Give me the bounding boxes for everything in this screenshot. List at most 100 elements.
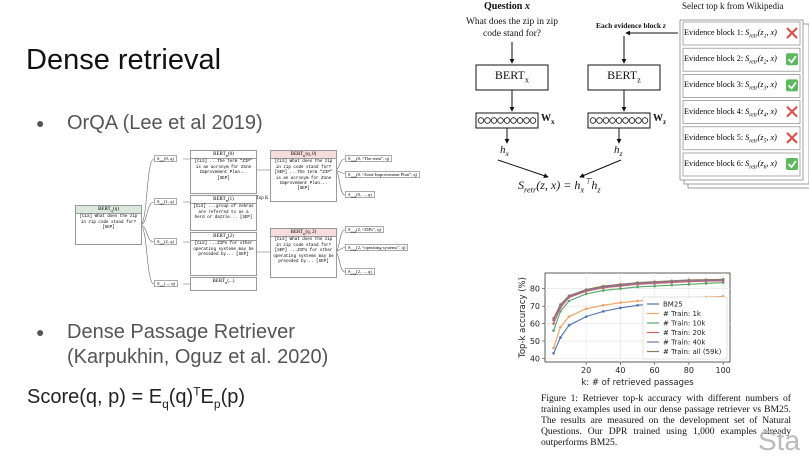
text-run: read <box>350 174 357 179</box>
series-marker <box>670 279 674 283</box>
question-label: Question x <box>484 1 530 12</box>
text-run: 5 <box>763 138 767 145</box>
text-run: (p) <box>220 386 246 408</box>
bullet-dot: ● <box>36 115 45 131</box>
text-run: retr <box>749 164 758 171</box>
text-run: (0) <box>227 152 234 157</box>
check-mark <box>787 55 797 64</box>
text-run: Question <box>484 1 525 12</box>
text-run: S <box>745 106 750 116</box>
series-marker <box>559 303 562 306</box>
select-label: Select top k from Wikipedia <box>682 1 784 11</box>
series-line <box>553 280 724 324</box>
weight-label: Wz <box>653 113 666 126</box>
block-encoder: BERTB(1) [CLS] ...group of zebras are re… <box>190 195 257 231</box>
series-marker <box>567 294 571 297</box>
text-run: (1) <box>227 197 234 202</box>
retrieval-score: Sretr(..., q) <box>154 280 179 288</box>
check-icon <box>786 79 798 92</box>
text-run: BERT <box>607 68 638 82</box>
text-run: BERT <box>212 279 226 284</box>
text-run: h <box>500 144 506 156</box>
evidence-label: Evidence block 2: <box>684 54 746 64</box>
text-run: S <box>157 239 160 244</box>
evidence-label: Evidence block 4: <box>684 106 746 116</box>
y-tick-label: 70 <box>530 302 540 311</box>
text-run: S <box>745 54 750 64</box>
text-run: S <box>348 245 351 250</box>
y-tick-label: 60 <box>530 320 540 329</box>
text-run: z <box>619 149 623 159</box>
text-run: S <box>348 269 351 274</box>
legend-label: # Train: 10k <box>663 320 706 328</box>
series-marker <box>552 317 555 320</box>
watermark: Sta <box>758 425 801 456</box>
text-run: retr <box>159 283 165 288</box>
x-tick-label: 60 <box>650 366 660 375</box>
text-run: (2, “ZIPs”, q) <box>356 227 382 232</box>
text-run: , x) <box>766 80 777 90</box>
text-run: read <box>350 229 357 234</box>
text-run: read <box>350 271 357 276</box>
text-run: q <box>162 397 169 411</box>
formula: Score(q, p) = Eq(q)TEp(p) <box>27 385 246 411</box>
text-run: (z <box>757 54 764 64</box>
text-run: Each evidence block <box>596 21 663 30</box>
evidence-label: Evidence block 5: <box>684 132 746 142</box>
legend-label: # Train: all (59k) <box>663 348 722 356</box>
evidence-label: Evidence block 3: <box>684 80 746 90</box>
span-score: Sread(0, ..., q) <box>345 191 375 199</box>
series-marker <box>704 282 708 285</box>
text-run: 2 <box>763 59 767 66</box>
text-run: retr <box>159 158 165 163</box>
text-run: W <box>653 113 663 124</box>
check-mark <box>787 81 797 90</box>
box-text: [CLS] ...group of zebras are referred to… <box>193 205 254 221</box>
evidence-label: Evidence block 1: <box>684 28 746 37</box>
vector-label: hx <box>500 144 509 158</box>
text-run: , x) <box>766 54 777 64</box>
text-run: S <box>348 156 351 161</box>
text-run: p <box>213 397 221 411</box>
query-encoder: BERTQ(q) [CLS] What does the zip in zip … <box>75 205 142 245</box>
span-score: Sread(0, “The term”, q) <box>345 155 393 163</box>
box-text: [CLS] What does the zip in zip code stan… <box>79 215 138 231</box>
text-run: ⊤ <box>584 177 592 186</box>
series-marker <box>619 301 622 304</box>
series-marker <box>619 287 622 291</box>
text-run: , x) <box>766 28 777 37</box>
bullet: OrQA (Lee et al 2019) <box>67 112 263 134</box>
text-run: retr <box>749 59 758 66</box>
text-run: R <box>303 232 306 236</box>
text-run: BERT <box>213 197 226 202</box>
text-run: retr <box>749 33 758 40</box>
box-text: [CLS] ...The term “ZIP” is an acronym fo… <box>194 160 253 181</box>
text-run: Q <box>110 209 114 213</box>
series-marker <box>601 303 605 307</box>
text-run: (..., q) <box>164 281 176 286</box>
text-run: S <box>348 227 351 232</box>
evidence-block: Evidence block 5: Sretr(z5, x) <box>684 127 782 149</box>
weight-label: Wx <box>541 113 555 126</box>
series-marker <box>601 310 605 313</box>
text-run: retr <box>159 201 165 206</box>
legend-label: # Train: 20k <box>663 329 706 337</box>
series-marker <box>552 346 555 350</box>
y-tick-label: 50 <box>530 337 540 346</box>
series-marker <box>636 281 639 284</box>
text-run: (q, 2) <box>305 230 317 235</box>
text-run: W <box>541 113 551 124</box>
x-tick-label: 40 <box>615 366 625 375</box>
cross-icon <box>786 27 798 39</box>
caption: Figure 1: Retriever top-k accuracy with … <box>541 393 791 448</box>
text-run: BERT <box>494 68 525 82</box>
series-marker <box>687 283 691 286</box>
text-run: (0, “Zone Improvement Plan”, q) <box>356 172 418 177</box>
text-run: 6 <box>763 164 767 171</box>
text-run: (q, 0) <box>305 152 317 157</box>
evidence-row <box>682 21 801 46</box>
series-marker <box>670 283 674 287</box>
y-tick-label: 80 <box>530 285 540 294</box>
series-marker <box>584 292 588 296</box>
